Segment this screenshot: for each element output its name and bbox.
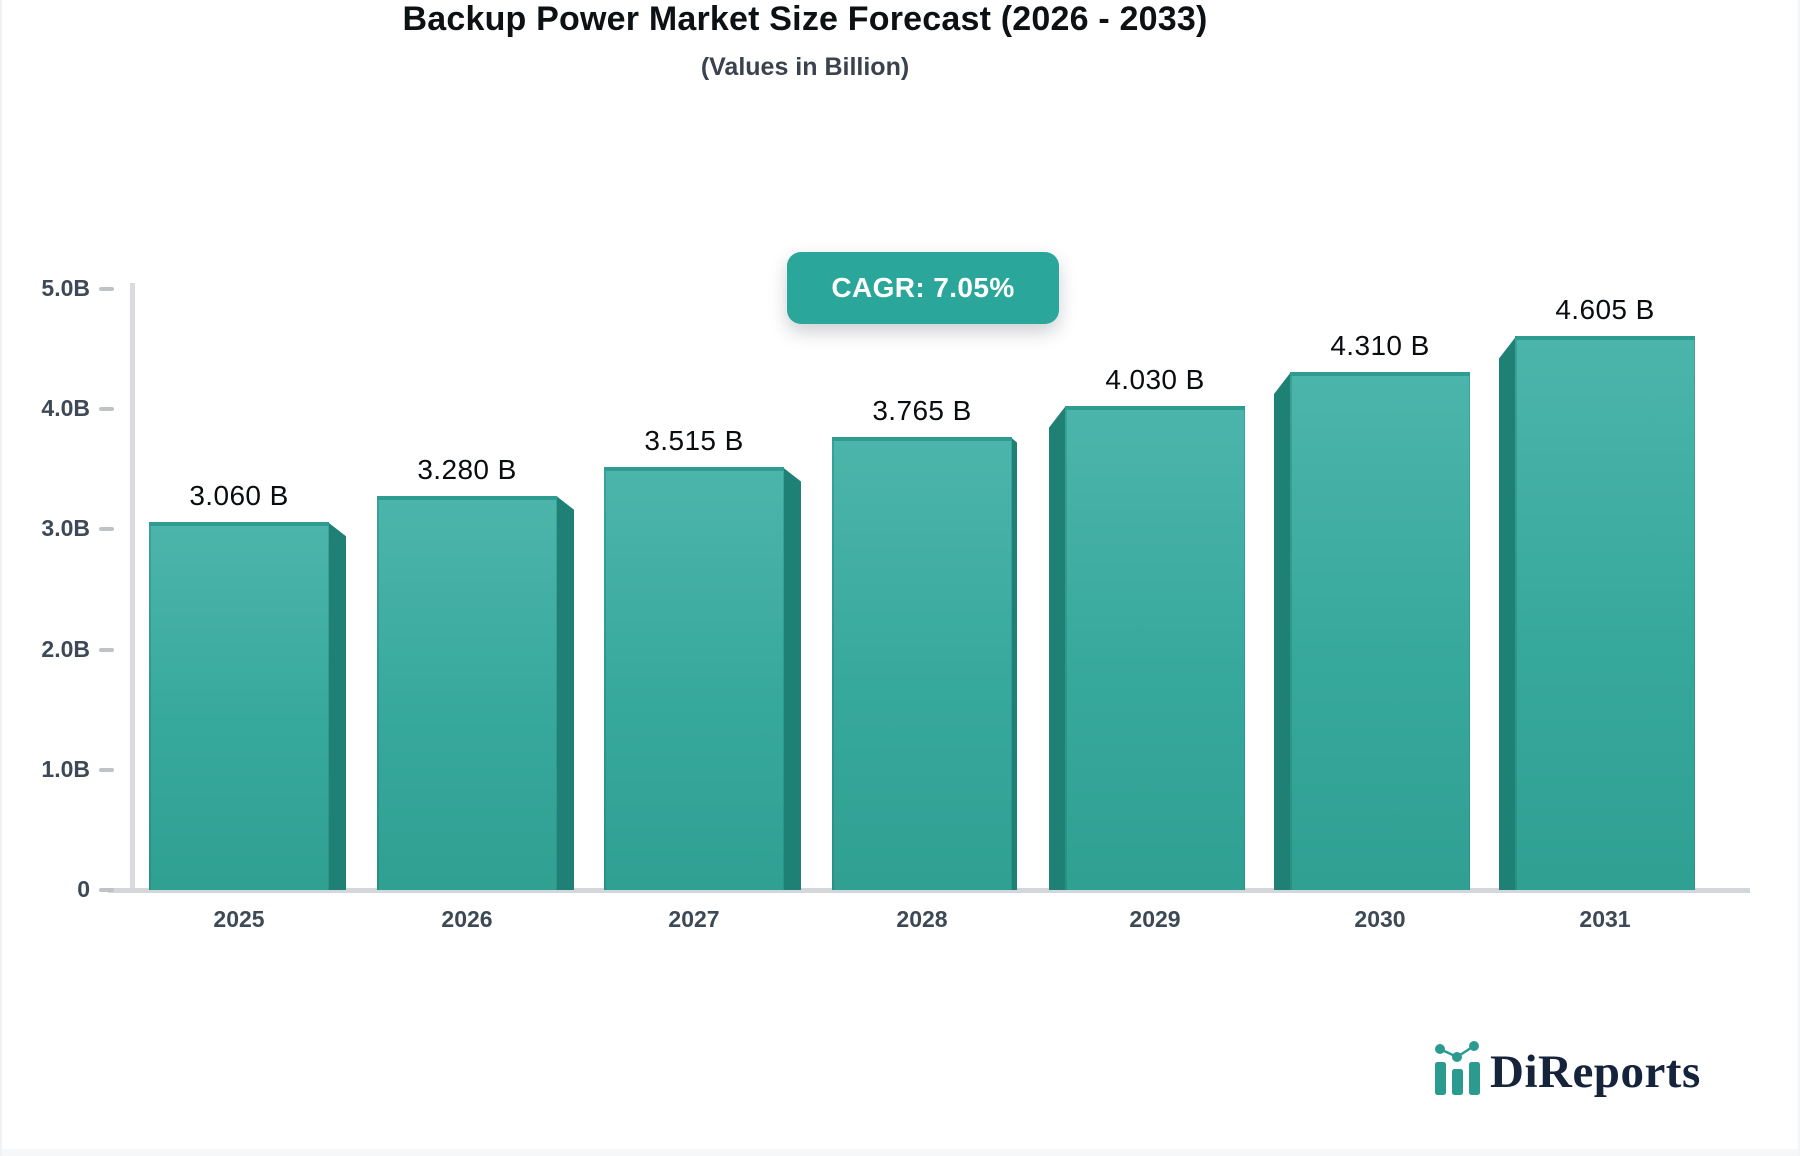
y-axis-tick bbox=[99, 527, 114, 532]
bar-2027 bbox=[604, 467, 784, 890]
y-axis-tick bbox=[99, 407, 114, 412]
cagr-badge-label: CAGR: 7.05% bbox=[831, 272, 1015, 303]
bar-2029 bbox=[1065, 405, 1245, 890]
x-axis-label-2029: 2029 bbox=[1129, 906, 1181, 932]
page-edge-bottom bbox=[0, 1149, 1800, 1156]
bar-2026 bbox=[377, 495, 557, 890]
x-axis-label-2026: 2026 bbox=[441, 906, 493, 932]
chart-title: Backup Power Market Size Forecast (2026 … bbox=[402, 0, 1208, 38]
brand-name: DiReports bbox=[1490, 1046, 1701, 1098]
bar-2030 bbox=[1290, 371, 1470, 890]
x-axis-label-2031: 2031 bbox=[1579, 906, 1631, 932]
y-axis-tick-label: 1.0B bbox=[41, 755, 90, 782]
bar-line-chart-icon bbox=[1435, 1041, 1480, 1095]
bar-value-label-2027: 3.515 B bbox=[644, 425, 744, 457]
bar-side-face-2031 bbox=[1499, 336, 1516, 890]
bar-value-label-2030: 4.310 B bbox=[1330, 329, 1430, 361]
bar-value-label-2028: 3.765 B bbox=[872, 395, 972, 427]
y-axis-tick-label: 5.0B bbox=[41, 275, 90, 301]
y-axis-tick bbox=[99, 767, 114, 772]
bar-side-face-2027 bbox=[783, 467, 801, 890]
y-axis-tick-label: 2.0B bbox=[41, 635, 90, 662]
bar-value-label-2026: 3.280 B bbox=[417, 453, 517, 485]
bar-side-face-2029 bbox=[1049, 405, 1066, 890]
y-axis-tick bbox=[99, 888, 114, 892]
page-edge-right bbox=[1798, 0, 1800, 1156]
y-axis-tick-label: 3.0B bbox=[41, 515, 90, 542]
bar-2025 bbox=[149, 522, 329, 890]
bar-side-face-2030 bbox=[1274, 371, 1291, 890]
y-axis-tick-label: 4.0B bbox=[41, 395, 90, 422]
bar-side-face-2025 bbox=[328, 522, 346, 890]
y-axis-tick bbox=[99, 647, 114, 652]
bar-2028 bbox=[832, 437, 1012, 890]
x-axis-label-2027: 2027 bbox=[668, 906, 720, 932]
y-axis-line bbox=[130, 283, 135, 888]
bar-value-label-2025: 3.060 B bbox=[189, 480, 289, 512]
chart-subtitle: (Values in Billion) bbox=[700, 53, 910, 81]
cagr-badge: CAGR: 7.05% bbox=[787, 252, 1059, 324]
page-edge-left bbox=[0, 0, 2, 1156]
bar-side-face-2028 bbox=[1011, 437, 1017, 890]
y-axis-tick bbox=[99, 287, 114, 291]
y-axis-tick-label: 0 bbox=[77, 876, 90, 902]
x-axis-label-2028: 2028 bbox=[896, 906, 948, 932]
x-axis-label-2030: 2030 bbox=[1354, 906, 1406, 932]
x-axis-line bbox=[108, 888, 1750, 893]
x-axis-label-2025: 2025 bbox=[213, 906, 265, 932]
bar-value-label-2031: 4.605 B bbox=[1555, 294, 1655, 326]
bar-side-face-2026 bbox=[556, 495, 574, 890]
bar-2031 bbox=[1515, 336, 1695, 890]
bar-value-label-2029: 4.030 B bbox=[1105, 363, 1205, 395]
brand-watermark: DiReports bbox=[1432, 1036, 1701, 1096]
